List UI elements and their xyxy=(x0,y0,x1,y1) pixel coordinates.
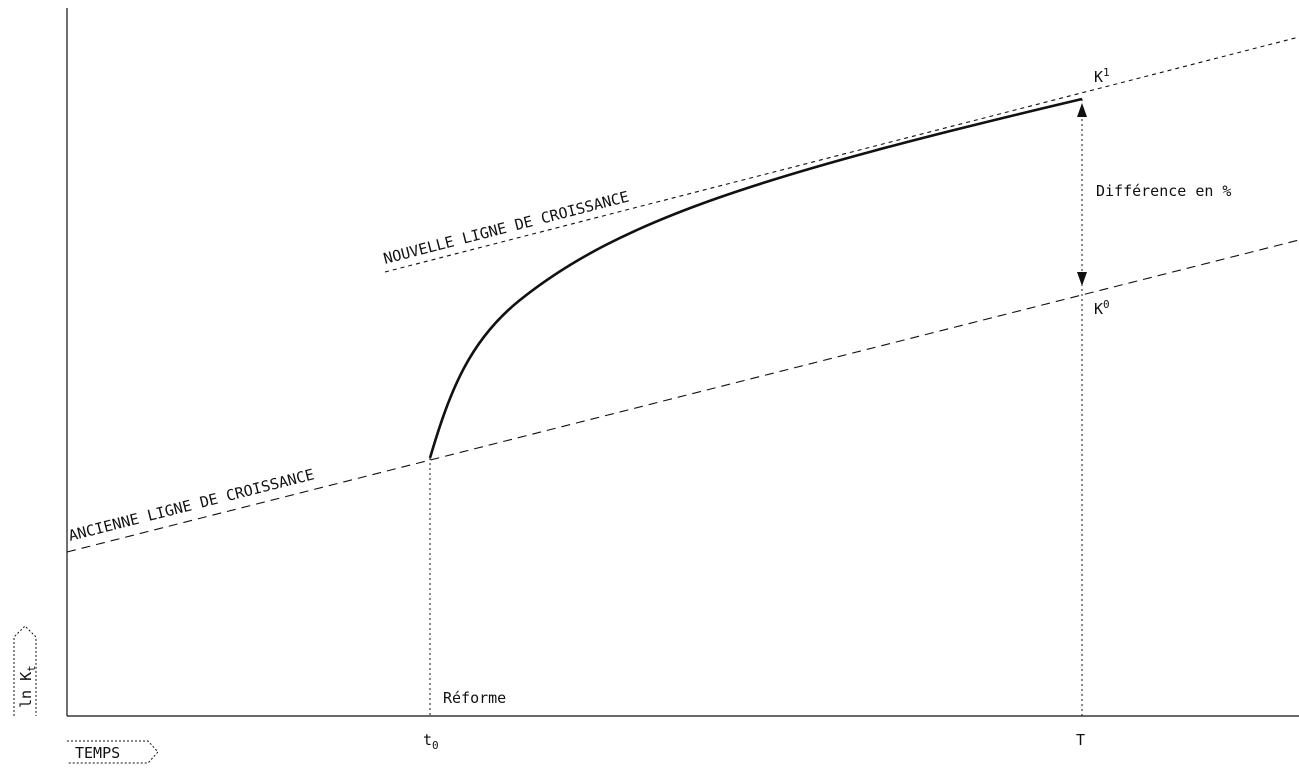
x-tick-t0-subscript: 0 xyxy=(432,739,439,752)
difference-arrow-up-icon xyxy=(1077,103,1087,117)
y-axis-title: ln Kt xyxy=(17,665,38,708)
x-axis-tag-outline xyxy=(67,740,159,764)
y-axis-title-tag: ln Kt xyxy=(13,625,38,716)
reform-label: Réforme xyxy=(443,689,506,707)
k1-label: K1 xyxy=(1094,66,1110,86)
x-axis-title: TEMPS xyxy=(75,744,120,762)
k1-superscript: 1 xyxy=(1103,66,1110,79)
old-growth-line xyxy=(66,239,1299,553)
old-growth-line-label: ANCIENNE LIGNE DE CROISSANCE xyxy=(67,465,317,544)
difference-label: Différence en % xyxy=(1096,182,1231,200)
x-axis-title-tag: TEMPS xyxy=(67,740,159,764)
x-tick-t0-letter: t xyxy=(423,731,432,749)
new-growth-line xyxy=(384,36,1299,273)
k0-letter: K xyxy=(1094,300,1103,318)
k1-letter: K xyxy=(1094,68,1103,86)
k0-superscript: 0 xyxy=(1103,298,1110,311)
new-growth-line-label: NOUVELLE LIGNE DE CROISSANCE xyxy=(382,188,631,268)
y-axis-title-main: ln K xyxy=(17,672,35,708)
difference-arrow-down-icon xyxy=(1077,272,1087,286)
transition-curve xyxy=(428,97,1083,459)
x-tick-t0: t0 xyxy=(423,731,439,752)
y-axis-title-subscript: t xyxy=(25,665,38,672)
y-axis-tag-outline xyxy=(13,625,37,716)
k0-label: K0 xyxy=(1094,298,1110,318)
x-tick-T: T xyxy=(1076,731,1085,749)
